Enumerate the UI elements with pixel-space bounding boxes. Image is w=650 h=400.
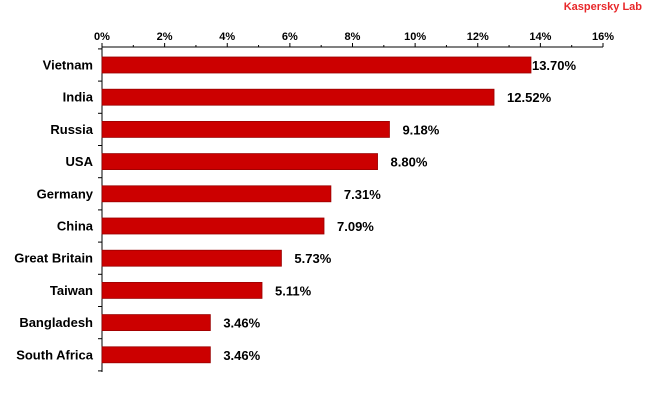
category-label: South Africa <box>16 347 94 362</box>
x-tick-label: 8% <box>345 31 361 43</box>
value-label: 5.73% <box>294 251 331 266</box>
x-tick-label: 0% <box>94 31 110 43</box>
category-label: Russia <box>50 122 93 137</box>
x-tick-label: 10% <box>404 31 426 43</box>
value-label: 7.31% <box>344 187 381 202</box>
category-label: Bangladesh <box>19 315 93 330</box>
bar <box>101 88 495 106</box>
bar <box>101 217 325 235</box>
value-label: 9.18% <box>402 122 439 137</box>
x-tick-label: 2% <box>157 31 173 43</box>
bar <box>101 346 211 364</box>
category-label: USA <box>66 154 94 169</box>
category-label: Vietnam <box>43 58 93 73</box>
x-tick-label: 6% <box>282 31 298 43</box>
value-label: 3.46% <box>223 348 260 363</box>
category-label: India <box>63 90 94 105</box>
category-label: Germany <box>37 186 94 201</box>
bar <box>101 56 532 74</box>
category-label: Great Britain <box>14 251 93 266</box>
value-label: 3.46% <box>223 316 260 331</box>
value-label: 5.11% <box>275 283 312 298</box>
x-tick-label: 16% <box>592 31 614 43</box>
value-label: 12.52% <box>507 90 552 105</box>
brand-watermark: Kaspersky Lab <box>563 1 642 13</box>
bar <box>101 185 332 203</box>
value-label: 7.09% <box>337 219 374 234</box>
value-label: 13.70% <box>532 58 577 73</box>
bar <box>101 249 282 267</box>
bar <box>101 121 390 138</box>
x-tick-label: 14% <box>529 31 551 43</box>
bar <box>101 314 211 332</box>
x-tick-label: 12% <box>467 31 489 43</box>
x-tick-label: 4% <box>219 31 235 43</box>
bar <box>101 281 263 299</box>
category-label: Taiwan <box>50 283 93 298</box>
value-label: 8.80% <box>391 155 428 170</box>
category-label: China <box>57 219 94 234</box>
bar <box>101 153 378 171</box>
